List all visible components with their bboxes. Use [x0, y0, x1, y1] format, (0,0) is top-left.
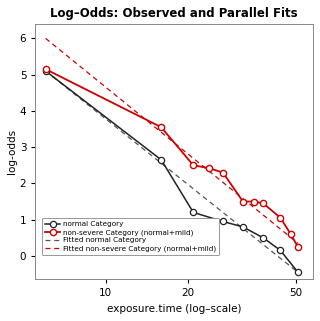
- normal Category: [191, 211, 195, 214]
- non-severe Category (normal+mild): [44, 67, 48, 71]
- normal Category: [44, 69, 48, 73]
- non-severe Category (normal+mild): [241, 200, 245, 204]
- non-severe Category (normal+mild): [159, 125, 163, 129]
- non-severe Category (normal+mild): [221, 170, 225, 174]
- normal Category: [159, 158, 163, 162]
- normal Category: [221, 220, 225, 223]
- Line: normal Category: normal Category: [43, 68, 301, 275]
- Fitted normal Category: [54, 77, 58, 81]
- Fitted normal Category: [296, 270, 300, 274]
- Line: Fitted non-severe Category (normal+mild): Fitted non-severe Category (normal+mild): [46, 39, 298, 243]
- non-severe Category (normal+mild): [296, 245, 300, 249]
- Fitted normal Category: [283, 260, 287, 264]
- Fitted non-severe Category (normal+mild): [91, 74, 94, 78]
- Line: non-severe Category (normal+mild): non-severe Category (normal+mild): [43, 66, 301, 250]
- non-severe Category (normal+mild): [207, 166, 211, 170]
- non-severe Category (normal+mild): [252, 200, 255, 204]
- Fitted non-severe Category (normal+mild): [44, 37, 48, 40]
- non-severe Category (normal+mild): [279, 216, 283, 220]
- Y-axis label: log-odds: log-odds: [7, 129, 17, 174]
- Fitted non-severe Category (normal+mild): [283, 231, 287, 235]
- normal Category: [279, 248, 283, 252]
- Fitted non-severe Category (normal+mild): [59, 49, 63, 53]
- Fitted normal Category: [91, 107, 94, 110]
- Fitted normal Category: [44, 69, 48, 73]
- Fitted normal Category: [275, 253, 278, 257]
- Title: Log–Odds: Observed and Parallel Fits: Log–Odds: Observed and Parallel Fits: [51, 7, 298, 20]
- non-severe Category (normal+mild): [191, 163, 195, 167]
- normal Category: [296, 270, 300, 274]
- Line: Fitted normal Category: Fitted normal Category: [46, 71, 298, 272]
- normal Category: [241, 225, 245, 229]
- Fitted non-severe Category (normal+mild): [296, 241, 300, 245]
- X-axis label: exposure.time (log–scale): exposure.time (log–scale): [107, 304, 242, 314]
- non-severe Category (normal+mild): [261, 201, 265, 205]
- Legend: normal Category, non-severe Category (normal+mild), Fitted normal Category, Fitt: normal Category, non-severe Category (no…: [42, 218, 220, 256]
- normal Category: [261, 236, 265, 240]
- Fitted non-severe Category (normal+mild): [54, 45, 58, 48]
- Fitted normal Category: [111, 123, 115, 126]
- non-severe Category (normal+mild): [289, 232, 293, 236]
- Fitted non-severe Category (normal+mild): [111, 91, 115, 95]
- Fitted normal Category: [59, 81, 63, 85]
- Fitted non-severe Category (normal+mild): [275, 224, 278, 228]
